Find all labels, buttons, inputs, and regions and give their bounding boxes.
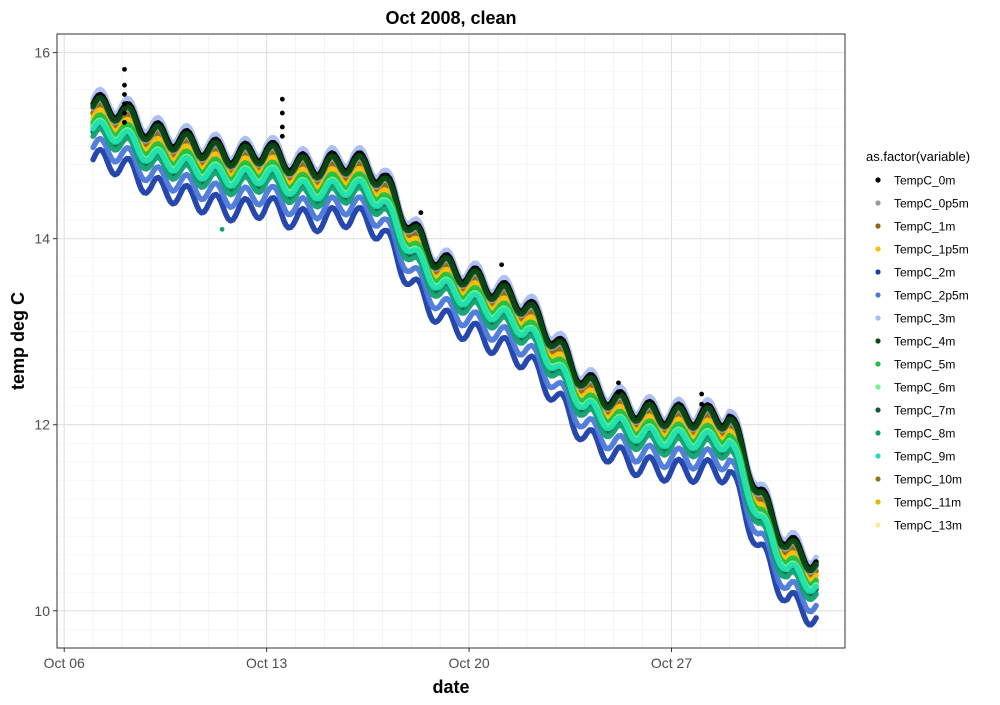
series-line-TempC_4m xyxy=(90,94,819,574)
spike-point xyxy=(122,66,127,72)
x-tick-label: Oct 06 xyxy=(44,655,85,671)
spike-point xyxy=(699,391,705,397)
legend-key-TempC_7m xyxy=(875,407,881,413)
legend-label-TempC_0p5m: TempC_0p5m xyxy=(894,197,969,211)
legend-key-TempC_0m xyxy=(875,177,881,183)
legend-key-TempC_8m xyxy=(875,430,881,436)
series-line-TempC_8m xyxy=(90,125,819,603)
outlier-point xyxy=(219,226,225,232)
spike-point xyxy=(122,101,127,107)
spike-point xyxy=(122,110,127,116)
legend-label-TempC_1m: TempC_1m xyxy=(894,220,955,234)
spike-point xyxy=(616,389,621,395)
legend-label-TempC_2m: TempC_2m xyxy=(894,266,955,280)
legend-label-TempC_3m: TempC_3m xyxy=(894,312,955,326)
series-line-TempC_2p5m xyxy=(90,135,819,615)
y-tick-label: 14 xyxy=(34,231,50,247)
spike-point xyxy=(499,262,505,268)
chart-title: Oct 2008, clean xyxy=(385,8,516,28)
series-line-TempC_9m xyxy=(90,119,819,594)
plot-border xyxy=(56,33,846,649)
series-layer xyxy=(90,86,819,628)
spike-point xyxy=(616,380,621,386)
series-line-TempC_2m xyxy=(90,146,819,628)
legend-label-TempC_1p5m: TempC_1p5m xyxy=(894,243,969,257)
legend-label-TempC_5m: TempC_5m xyxy=(894,358,955,372)
spike-point xyxy=(122,92,127,97)
spike-point xyxy=(279,96,285,102)
spike-point xyxy=(122,119,127,125)
legend-key-TempC_6m xyxy=(875,384,881,390)
legend-label-TempC_7m: TempC_7m xyxy=(894,404,955,418)
legend-key-TempC_1p5m xyxy=(875,246,881,252)
legend-key-TempC_2p5m xyxy=(875,292,881,298)
legend-key-TempC_13m xyxy=(875,522,881,528)
legend-key-TempC_10m xyxy=(875,476,881,482)
x-tick-label: Oct 13 xyxy=(246,655,287,671)
x-tick-label: Oct 27 xyxy=(651,655,692,671)
legend-key-TempC_0p5m xyxy=(875,200,881,206)
spike-point xyxy=(279,124,285,130)
legend-label-TempC_4m: TempC_4m xyxy=(894,335,955,349)
spike-layer xyxy=(122,66,705,407)
legend-title: as.factor(variable) xyxy=(866,149,970,164)
y-tick-label: 12 xyxy=(34,417,50,433)
legend-key-TempC_9m xyxy=(875,453,881,459)
legend-key-TempC_3m xyxy=(875,315,881,321)
legend-key-TempC_4m xyxy=(875,338,881,344)
legend-label-TempC_2p5m: TempC_2p5m xyxy=(894,289,969,303)
axis-layer: 10 12 14 16 Oct 06 Oct 13 Oct 20 Oct 27 xyxy=(34,45,692,671)
legend-key-TempC_11m xyxy=(875,499,881,505)
legend-label-TempC_0m: TempC_0m xyxy=(894,174,955,188)
legend: as.factor(variable) TempC_0mTempC_0p5mTe… xyxy=(866,149,970,533)
legend-key-TempC_2m xyxy=(875,269,881,275)
y-tick-label: 10 xyxy=(34,603,50,619)
legend-label-TempC_11m: TempC_11m xyxy=(894,496,961,510)
y-tick-label: 16 xyxy=(34,45,50,61)
spike-point xyxy=(279,133,285,139)
spike-point xyxy=(279,110,285,116)
legend-label-TempC_8m: TempC_8m xyxy=(894,427,955,441)
legend-label-TempC_13m: TempC_13m xyxy=(894,519,962,533)
legend-items: TempC_0m TempC_0p5m TempC_1m TempC_1p5m Temp… xyxy=(875,174,969,533)
x-tick-label: Oct 20 xyxy=(448,655,489,671)
legend-key-TempC_5m xyxy=(875,361,881,367)
x-axis-title: date xyxy=(432,677,469,697)
spike-point xyxy=(418,210,424,216)
legend-label-TempC_6m: TempC_6m xyxy=(894,381,955,395)
y-axis-title: temp deg C xyxy=(8,292,28,390)
legend-label-TempC_10m: TempC_10m xyxy=(894,473,962,487)
spike-point xyxy=(699,401,705,407)
spike-point xyxy=(122,82,127,88)
legend-label-TempC_9m: TempC_9m xyxy=(894,450,955,464)
legend-key-TempC_1m xyxy=(875,223,881,229)
